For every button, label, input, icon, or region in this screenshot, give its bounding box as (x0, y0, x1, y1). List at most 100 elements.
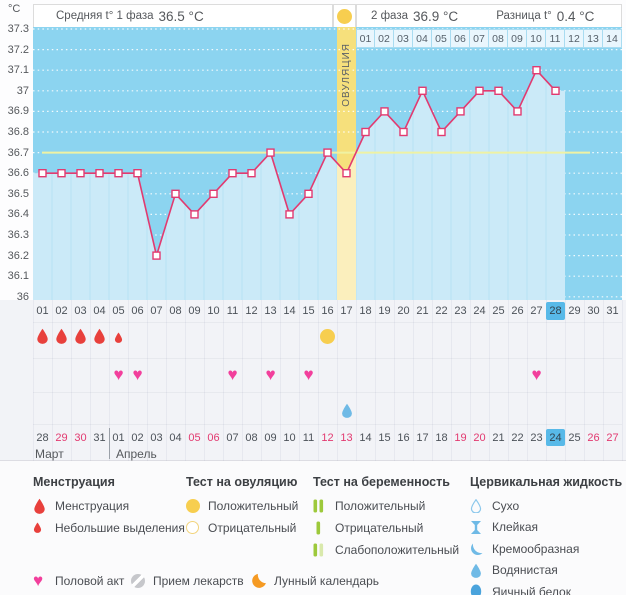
legend-footer-item: ♥ Половой акт (33, 572, 124, 589)
cycle-day-cell[interactable]: 27 (530, 305, 543, 317)
cycle-day-cell[interactable]: 02 (55, 305, 68, 317)
cycle-day-cell[interactable]: 28 (546, 302, 565, 320)
date-cell[interactable]: 23 (530, 431, 543, 444)
temp-point (361, 127, 370, 137)
temp-point (285, 210, 294, 219)
date-cell[interactable]: 18 (435, 431, 448, 444)
date-cell[interactable]: 20 (473, 431, 486, 444)
cycle-day-cell[interactable]: 10 (207, 305, 220, 317)
cycle-day-cell[interactable]: 29 (568, 305, 581, 317)
cycle-day-cell[interactable]: 20 (397, 305, 410, 317)
cycle-day-cell[interactable]: 21 (416, 305, 429, 317)
heart-pink-icon: ♥ (227, 365, 238, 384)
date-cell[interactable]: 03 (150, 431, 163, 444)
cycle-day-cell[interactable]: 16 (321, 305, 334, 317)
date-cell[interactable]: 31 (93, 431, 106, 444)
cycle-day-cell[interactable]: 24 (473, 305, 486, 317)
date-cell[interactable]: 17 (416, 431, 429, 444)
cycle-day-cell[interactable]: 19 (378, 305, 391, 317)
temp-point (342, 168, 351, 178)
date-cell[interactable]: 11 (302, 431, 315, 444)
cycle-day-cell[interactable]: 12 (245, 305, 258, 317)
date-cell[interactable]: 28 (36, 431, 49, 444)
date-cell[interactable]: 10 (283, 431, 296, 444)
date-cell[interactable]: 09 (264, 431, 277, 444)
temp-point (152, 251, 161, 260)
legend-item-label: Яичный белок (492, 584, 571, 595)
date-cell[interactable]: 30 (74, 431, 87, 444)
cycle-day-cell[interactable]: 01 (36, 305, 49, 317)
date-cell[interactable]: 25 (568, 431, 581, 444)
drop-red-large-icon (55, 328, 68, 344)
date-cell[interactable]: 26 (587, 431, 600, 444)
date-cell[interactable]: 27 (606, 431, 619, 444)
cycle-day-cell[interactable]: 30 (587, 305, 600, 317)
cycle-day-cell[interactable]: 06 (131, 305, 144, 317)
date-cell[interactable]: 22 (511, 431, 524, 444)
dpo-cell: 04 (413, 29, 432, 48)
legend-item: Слабоположительный (313, 541, 459, 558)
chart-plot-area (33, 27, 622, 300)
cycle-day-cell[interactable]: 05 (112, 305, 125, 317)
heart-pink-icon: ♥ (531, 365, 542, 384)
cycle-day-cell[interactable]: 18 (359, 305, 372, 317)
cycle-day-cell[interactable]: 31 (606, 305, 619, 317)
oval-blue-filled-icon (470, 584, 482, 595)
date-cell[interactable]: 14 (359, 431, 372, 444)
date-cell[interactable]: 21 (492, 431, 505, 444)
date-cell[interactable]: 04 (169, 431, 182, 444)
date-cell[interactable]: 24 (546, 429, 565, 446)
legend-item-label: Лунный календарь (274, 573, 380, 588)
cycle-day-cell[interactable]: 04 (93, 305, 106, 317)
cycle-day-cell[interactable]: 17 (340, 305, 353, 317)
date-cell[interactable]: 16 (397, 431, 410, 444)
date-cell[interactable]: 15 (378, 431, 391, 444)
legend-item-icon-slot (186, 521, 208, 534)
legend-item-label: Кремообразная (492, 541, 580, 556)
date-cell[interactable]: 05 (188, 431, 201, 444)
row-divider (33, 358, 622, 359)
heart-pink-icon: ♥ (132, 365, 143, 384)
cycle-day-cell[interactable]: 23 (454, 305, 467, 317)
cycle-day-cell[interactable]: 15 (302, 305, 315, 317)
temp-point (133, 168, 142, 178)
cycle-day-cell[interactable]: 22 (435, 305, 448, 317)
cycle-day-cell[interactable]: 07 (150, 305, 163, 317)
legend-group: Цервикальная жидкость Сухо Клейкая Кремообр… (470, 461, 622, 595)
date-cell[interactable]: 01 (112, 431, 125, 444)
cycle-day-cell[interactable]: 03 (74, 305, 87, 317)
date-cell[interactable]: 13 (340, 431, 353, 444)
cycle-day-cell[interactable]: 08 (169, 305, 182, 317)
legend-footer-item: Лунный календарь (252, 572, 379, 589)
rows-grid (33, 300, 623, 461)
dpo-cell: 09 (508, 29, 527, 48)
cycle-day-cell[interactable]: 14 (283, 305, 296, 317)
legend-item-label: Небольшие выделения (55, 520, 185, 535)
date-cell[interactable]: 29 (55, 431, 68, 444)
date-cell[interactable]: 07 (226, 431, 239, 444)
legend-item-icon-slot (252, 573, 274, 588)
legend-item-icon-slot (470, 563, 492, 578)
date-cell[interactable]: 19 (454, 431, 467, 444)
date-cell[interactable]: 08 (245, 431, 258, 444)
legend-footer-item: Прием лекарств (131, 572, 244, 589)
date-cell[interactable]: 06 (207, 431, 220, 444)
legend-group: Тест на беременность Положительный Отрицат… (313, 461, 467, 595)
heart-pink-icon: ♥ (113, 365, 124, 384)
diff-label: Разница t° (496, 10, 552, 22)
y-tick: 36.9 (7, 105, 29, 118)
cycle-day-cell[interactable]: 11 (226, 305, 239, 317)
cycle-day-cell[interactable]: 26 (511, 305, 524, 317)
y-tick: 36 (16, 290, 29, 303)
date-cell[interactable]: 02 (131, 431, 144, 444)
cycle-day-cell[interactable]: 13 (264, 305, 277, 317)
legend-item: Положительный (186, 497, 298, 514)
legend-item: Водянистая (470, 562, 558, 579)
cycle-day-cell[interactable]: 09 (188, 305, 201, 317)
cycle-day-cell[interactable]: 25 (492, 305, 505, 317)
temp-point (380, 107, 389, 116)
phase2-value: 36.9 °C (413, 8, 459, 24)
cervical-fluid-row (33, 402, 622, 420)
date-cell[interactable]: 12 (321, 431, 334, 444)
